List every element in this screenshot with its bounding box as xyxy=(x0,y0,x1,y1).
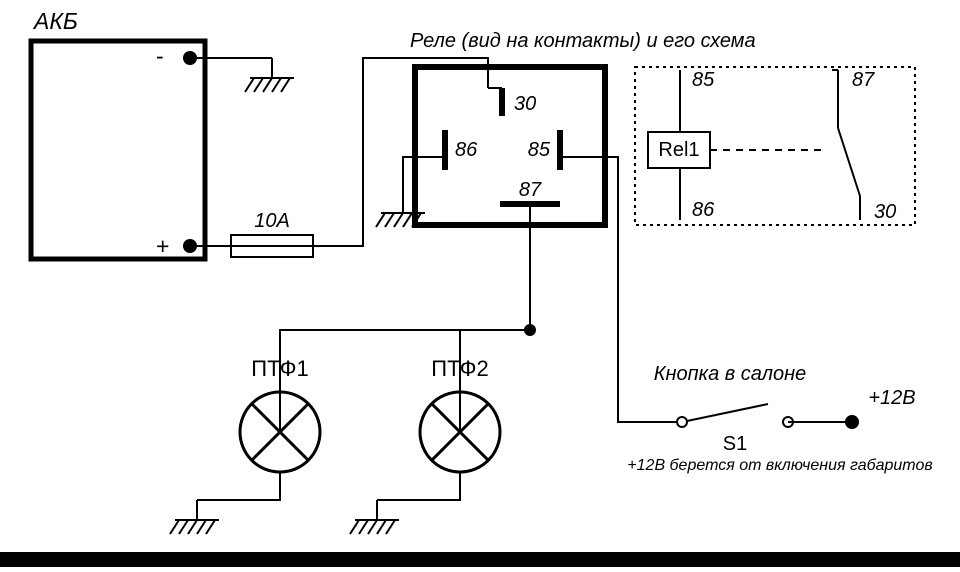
schem-85: 85 xyxy=(692,69,715,91)
fuse-label: 10А xyxy=(254,210,290,232)
schem-30: 30 xyxy=(874,201,896,223)
rel1-label: Rel1 xyxy=(658,139,699,161)
pin85: 85 xyxy=(528,139,551,161)
battery-minus: - xyxy=(156,43,164,69)
pin86: 86 xyxy=(455,139,478,161)
relay-title: Реле (вид на контакты) и его схема xyxy=(410,30,756,52)
pin87: 87 xyxy=(519,179,542,201)
s1-label: S1 xyxy=(723,433,747,455)
ptf1-label: ПТФ1 xyxy=(251,356,308,381)
battery-title: АКБ xyxy=(32,8,78,34)
battery-plus: + xyxy=(156,233,169,259)
pin30: 30 xyxy=(514,93,536,115)
plus12v: +12В xyxy=(868,387,915,409)
schem-87: 87 xyxy=(852,69,875,91)
schem-86: 86 xyxy=(692,199,715,221)
ptf2-label: ПТФ2 xyxy=(431,356,488,381)
footnote: +12В берется от включения габаритов xyxy=(627,457,932,474)
button-title: Кнопка в салоне xyxy=(654,363,806,385)
